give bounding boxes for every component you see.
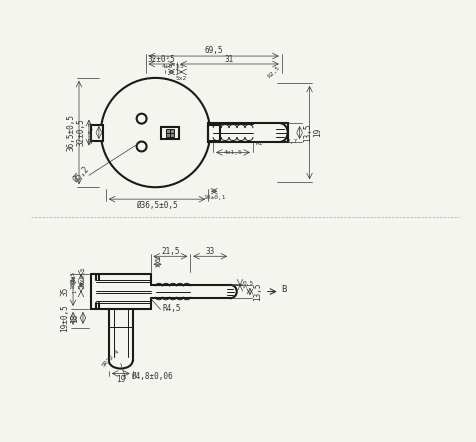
Bar xyxy=(208,123,288,142)
Text: 4x1,5: 4x1,5 xyxy=(224,150,242,156)
Text: 1: 1 xyxy=(72,290,78,293)
Bar xyxy=(91,125,103,141)
Text: 18: 18 xyxy=(70,313,79,323)
Text: Ø36,5±0,5: Ø36,5±0,5 xyxy=(136,201,178,210)
Text: 32±0²5: 32±0²5 xyxy=(148,54,175,64)
Text: 5: 5 xyxy=(179,65,183,69)
Text: 69,5: 69,5 xyxy=(204,46,223,54)
Text: 19: 19 xyxy=(116,375,125,384)
Text: 5x2: 5x2 xyxy=(176,76,187,81)
Text: Ø4,8±0,06: Ø4,8±0,06 xyxy=(131,373,172,381)
Text: R2,5: R2,5 xyxy=(267,65,281,79)
Bar xyxy=(161,126,179,138)
Text: 21,5: 21,5 xyxy=(161,247,179,256)
Text: 2,7: 2,7 xyxy=(287,140,298,145)
Text: 31: 31 xyxy=(225,54,234,64)
Text: 33: 33 xyxy=(206,247,215,256)
Bar xyxy=(208,125,220,141)
Text: 10: 10 xyxy=(70,282,76,289)
Text: 36,5±0,5: 36,5±0,5 xyxy=(67,114,76,151)
Text: R4,5: R4,5 xyxy=(162,305,181,313)
Text: 0,5: 0,5 xyxy=(243,281,254,286)
Text: 4±0²5: 4±0²5 xyxy=(162,65,181,69)
Text: Ø5,2: Ø5,2 xyxy=(71,165,91,184)
Text: 19±0,5: 19±0,5 xyxy=(60,305,69,332)
Text: 13,5: 13,5 xyxy=(303,123,312,142)
Text: 35: 35 xyxy=(60,287,69,296)
Text: 32±0,5: 32±0,5 xyxy=(77,119,86,146)
Bar xyxy=(167,129,174,137)
Text: 3X1: 3X1 xyxy=(72,273,77,285)
Text: 10±0,1: 10±0,1 xyxy=(203,194,226,200)
Text: SR22,4: SR22,4 xyxy=(101,348,120,368)
Text: R1: R1 xyxy=(256,141,263,146)
Text: 2,5: 2,5 xyxy=(70,271,76,282)
Text: B: B xyxy=(282,285,287,293)
Text: 14: 14 xyxy=(154,257,161,262)
Text: 19±0,2: 19±0,2 xyxy=(89,121,93,144)
Text: 3: 3 xyxy=(243,285,248,288)
Text: 19: 19 xyxy=(313,128,322,137)
Text: 2X0,5: 2X0,5 xyxy=(81,266,86,285)
Text: 13,5: 13,5 xyxy=(253,282,262,301)
